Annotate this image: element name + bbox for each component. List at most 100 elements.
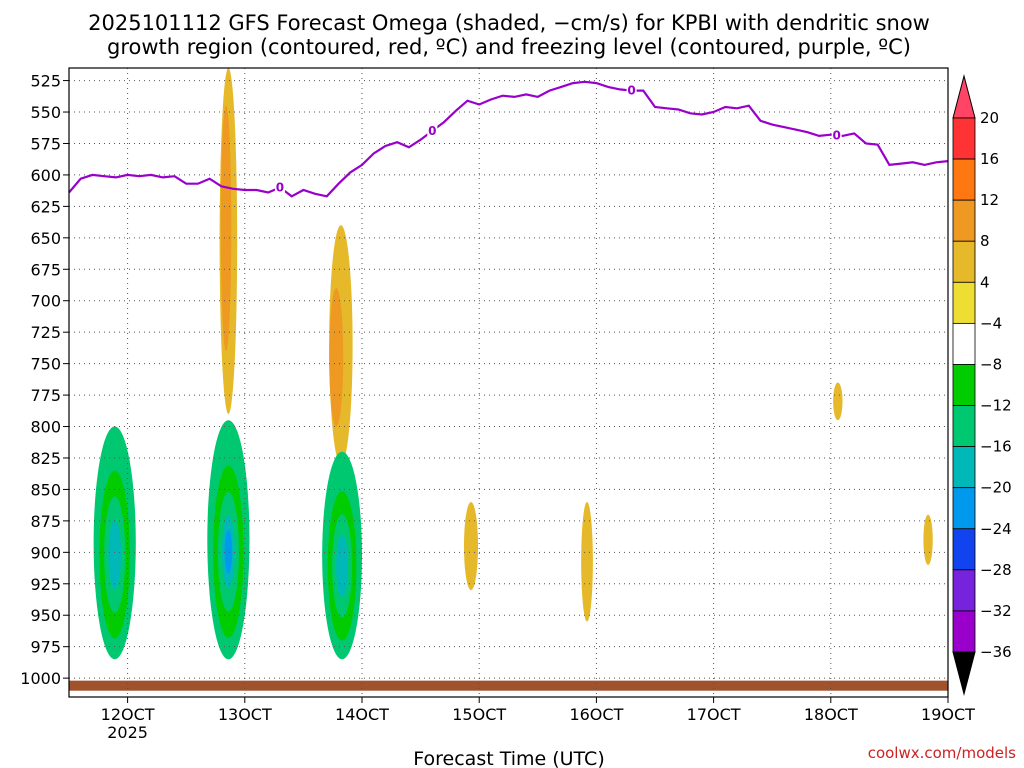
omega-region-green-184 [870,275,890,559]
colorbar-label: −28 [980,561,1012,579]
colorbar-box [952,528,976,571]
x-tick-label: 18OCT [804,705,858,724]
colorbar-label: −20 [980,479,1012,497]
omega-region-green-130-top [241,68,249,175]
y-tick-label: 650 [30,229,61,248]
freezing-level-contour-label: 0 [428,124,436,138]
y-tick-label: 925 [30,575,61,594]
freezing-level-contour-label: 0 [276,181,284,195]
colorbar-box [952,158,976,201]
colorbar-label: 12 [980,191,999,209]
colorbar-label: −4 [980,314,1002,332]
omega-region-green-146 [428,502,446,635]
omega-core-low-120 [108,519,122,590]
y-tick-label: 875 [30,512,61,531]
colorbar-box [952,569,976,612]
contour-label-bg [831,127,842,142]
colorbar-box [952,281,976,324]
omega-region-green-157 [554,520,563,628]
x-tick-label: 19OCT [921,705,975,724]
colorbar-label: 4 [980,273,990,291]
y-tick-label: 900 [30,543,61,562]
plot-area: 0 0 0 0 [68,67,949,698]
colorbar-box [952,487,976,530]
y-tick-label: 1000 [20,669,61,688]
freezing-level-contour-label: 0 [627,84,635,98]
chart-title-line-2: growth region (contoured, red, ºC) and f… [107,35,911,59]
y-tick-label: 625 [30,197,61,216]
x-tick-label: 13OCT [218,705,272,724]
x-tick-label: 16OCT [569,705,623,724]
y-tick-label: 675 [30,260,61,279]
y-axis: 525 550 575 600 625 650 675 700 725 750 775 800 825 8… [20,72,69,688]
omega-region-green-166 [663,533,678,641]
omega-region-green-177 [787,533,800,622]
colorbar-label: −16 [980,438,1012,456]
plot-frame [68,67,949,698]
y-tick-label: 550 [30,103,61,122]
omega-region-green-161 [598,420,609,540]
x-tick-year-label: 2025 [107,723,148,742]
omega-region-orange-139 [329,288,344,427]
y-tick-label: 950 [30,606,61,625]
contour-label-bg [427,122,438,137]
site-credit: coolwx.com/models [868,744,1016,762]
omega-region-green-172 [735,445,750,641]
colorbar-top-triangle [952,74,976,119]
omega-region-yellow-148 [463,502,479,591]
y-tick-label: 725 [30,323,61,342]
x-axis-title: Forecast Time (UTC) [413,748,604,768]
plot-background [69,68,948,697]
colorbar-label: −8 [980,355,1002,373]
x-tick-label: 12OCT [101,705,155,724]
y-tick-label: 775 [30,386,61,405]
y-tick-label: 700 [30,292,61,311]
colorbar-label: 20 [980,109,999,127]
colorbar-box [952,610,976,653]
y-tick-label: 850 [30,480,61,499]
omega-core-low-130 [224,530,233,574]
omega-region-yellow-188 [923,514,933,565]
omega-region-green-strip-2 [69,212,74,345]
colorbar-box [952,117,976,160]
colorbar-box [952,405,976,448]
y-tick-label: 750 [30,355,61,374]
x-tick-label: 14OCT [335,705,389,724]
colorbar-legend: 20 16 12 8 4 −4 −8 −12 −16 −20 −24 −28 −32 −36 [952,74,1012,696]
colorbar-label: −24 [980,520,1012,538]
colorbar-bottom-triangle [952,651,976,696]
omega-region-yellow-181 [833,382,843,421]
contour-label-bg [626,82,637,97]
colorbar-box [952,322,976,365]
chart-title-line-1: 2025101112 GFS Forecast Omega (shaded, −… [88,11,930,35]
colorbar-label: 8 [980,232,990,250]
y-tick-label: 825 [30,449,61,468]
omega-region-orange-129 [220,105,232,352]
omega-region-green-168 [688,470,701,540]
x-tick-label: 15OCT [452,705,506,724]
omega-region-yellow-159 [581,502,593,622]
y-tick-label: 800 [30,418,61,437]
colorbar-box [952,364,976,406]
colorbar-box [952,446,976,489]
colorbar-box [952,240,976,283]
colorbar-box [952,199,976,242]
y-tick-label: 600 [30,166,61,185]
x-tick-label: 17OCT [687,705,741,724]
freezing-level-contour-label: 0 [832,128,840,142]
colorbar-label: 16 [980,150,999,168]
colorbar-label: −12 [980,397,1012,415]
terrain-ground-band [69,680,948,691]
freezing-level-contour [68,80,949,198]
omega-region-green-strip-1 [106,68,114,251]
omega-core-low-139 [336,534,349,597]
colorbar-label: −32 [980,602,1012,620]
y-tick-label: 975 [30,638,61,657]
colorbar-label: −36 [980,643,1012,661]
contour-label-bg [274,179,285,194]
y-tick-label: 525 [30,72,61,91]
y-tick-label: 575 [30,134,61,153]
omega-region-green-139-strip [360,162,364,263]
